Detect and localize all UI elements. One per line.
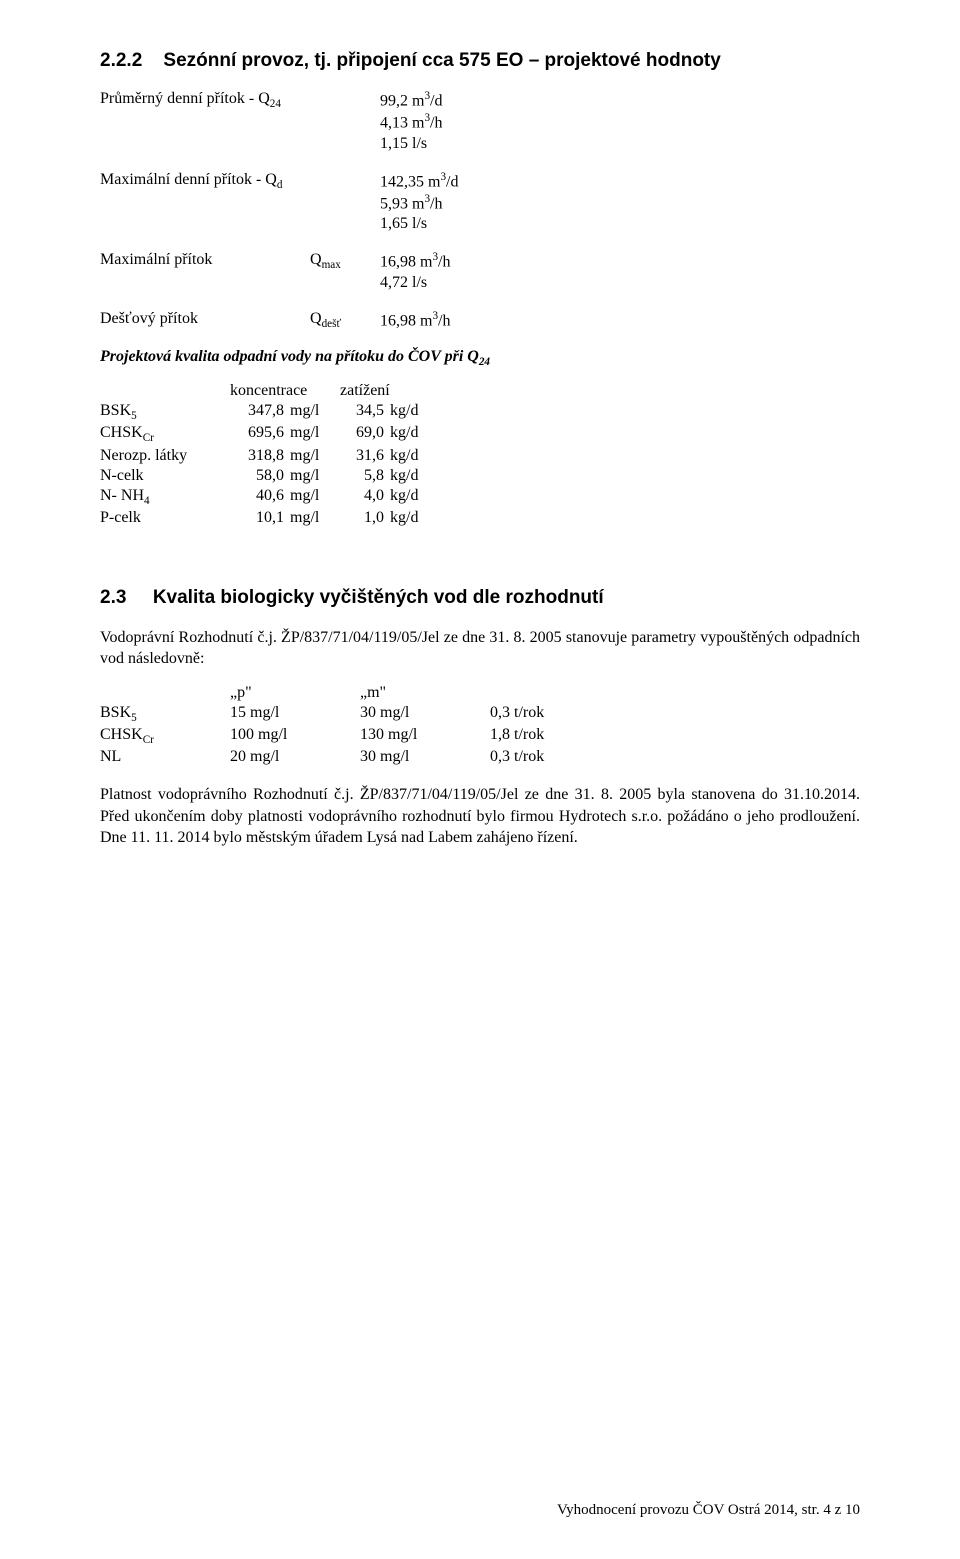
header-concentration: koncentrace — [230, 382, 340, 400]
param-name: N- NH4 — [100, 487, 230, 507]
concentration-unit: mg/l — [290, 467, 340, 485]
param-name: NL — [100, 748, 230, 766]
param-name: P-celk — [100, 509, 230, 527]
concentration-value: 347,8 — [230, 402, 290, 422]
load-unit: kg/d — [390, 467, 440, 485]
qd-block: Maximální denní přítok - Qd 142,35 m3/d … — [100, 171, 860, 234]
limit-p: 100 mg/l — [230, 726, 360, 746]
subsection-heading: 2.3 Kvalita biologicky vyčištěných vod d… — [100, 587, 860, 609]
section-heading: 2.2.2 Sezónní provoz, tj. připojení cca … — [100, 50, 860, 72]
param-name: CHSKCr — [100, 424, 230, 444]
subsection-number: 2.3 — [100, 587, 126, 608]
qd-value-2: 5,93 m3/h — [380, 193, 580, 213]
limit-annual: 0,3 t/rok — [490, 704, 620, 724]
param-name: Nerozp. látky — [100, 447, 230, 465]
load-value: 4,0 — [340, 487, 390, 507]
paragraph-intro: Vodoprávní Rozhodnutí č.j. ŽP/837/71/04/… — [100, 627, 860, 670]
page-footer: Vyhodnocení provozu ČOV Ostrá 2014, str.… — [557, 1502, 860, 1519]
qdest-symbol: Qdešť — [310, 310, 380, 330]
load-unit: kg/d — [390, 402, 440, 422]
limit-annual: 0,3 t/rok — [490, 748, 620, 766]
table-row: N-celk58,0mg/l5,8kg/d — [100, 467, 860, 485]
subsection-title: Kvalita biologicky vyčištěných vod dle r… — [153, 587, 604, 608]
concentration-value: 695,6 — [230, 424, 290, 444]
limit-p: 20 mg/l — [230, 748, 360, 766]
limits-table: „p" „m" BSK515 mg/l30 mg/l0,3 t/rokCHSKC… — [100, 684, 860, 766]
concentration-value: 318,8 — [230, 447, 290, 465]
table-row: BSK5347,8mg/l34,5kg/d — [100, 402, 860, 422]
concentration-unit: mg/l — [290, 487, 340, 507]
qdest-block: Dešťový přítok Qdešť 16,98 m3/h — [100, 310, 860, 330]
paragraph-validity: Platnost vodoprávního Rozhodnutí č.j. ŽP… — [100, 784, 860, 849]
italic-subheading: Projektová kvalita odpadní vody na příto… — [100, 348, 860, 368]
concentration-unit: mg/l — [290, 447, 340, 465]
param-name: N-celk — [100, 467, 230, 485]
load-unit: kg/d — [390, 424, 440, 444]
table-header-row: koncentrace zatížení — [100, 382, 860, 400]
page: 2.2.2 Sezónní provoz, tj. připojení cca … — [0, 0, 960, 1559]
q24-value-1: 99,2 m3/d — [380, 90, 580, 110]
q24-value-3: 1,15 l/s — [380, 135, 580, 153]
limit-p: 15 mg/l — [230, 704, 360, 724]
load-value: 5,8 — [340, 467, 390, 485]
concentration-table: koncentrace zatížení BSK5347,8mg/l34,5kg… — [100, 382, 860, 527]
qmax-block: Maximální přítok Qmax 16,98 m3/h 4,72 l/… — [100, 251, 860, 291]
limit-m: 130 mg/l — [360, 726, 490, 746]
qdest-value-1: 16,98 m3/h — [380, 310, 580, 330]
concentration-value: 10,1 — [230, 509, 290, 527]
concentration-unit: mg/l — [290, 402, 340, 422]
concentration-unit: mg/l — [290, 509, 340, 527]
table-row: CHSKCr100 mg/l130 mg/l1,8 t/rok — [100, 726, 860, 746]
table-row: P-celk10,1mg/l1,0kg/d — [100, 509, 860, 527]
section-number: 2.2.2 — [100, 50, 142, 71]
qmax-label: Maximální přítok — [100, 251, 310, 271]
section-title: Sezónní provoz, tj. připojení cca 575 EO… — [163, 50, 720, 71]
concentration-value: 40,6 — [230, 487, 290, 507]
q24-label: Průměrný denní přítok - Q24 — [100, 90, 380, 110]
limit-annual: 1,8 t/rok — [490, 726, 620, 746]
header-load: zatížení — [340, 382, 440, 400]
header-p: „p" — [230, 684, 360, 702]
header-m: „m" — [360, 684, 490, 702]
table-row: BSK515 mg/l30 mg/l0,3 t/rok — [100, 704, 860, 724]
load-value: 31,6 — [340, 447, 390, 465]
qd-label: Maximální denní přítok - Qd — [100, 171, 380, 191]
qmax-value-1: 16,98 m3/h — [380, 251, 580, 271]
load-unit: kg/d — [390, 509, 440, 527]
qd-value-1: 142,35 m3/d — [380, 171, 580, 191]
limits-header-row: „p" „m" — [100, 684, 860, 702]
load-value: 69,0 — [340, 424, 390, 444]
qd-value-3: 1,65 l/s — [380, 215, 580, 233]
load-value: 34,5 — [340, 402, 390, 422]
concentration-value: 58,0 — [230, 467, 290, 485]
param-name: BSK5 — [100, 402, 230, 422]
table-row: NL20 mg/l30 mg/l0,3 t/rok — [100, 748, 860, 766]
table-row: Nerozp. látky318,8mg/l31,6kg/d — [100, 447, 860, 465]
limit-m: 30 mg/l — [360, 748, 490, 766]
q24-value-2: 4,13 m3/h — [380, 112, 580, 132]
param-name: BSK5 — [100, 704, 230, 724]
load-value: 1,0 — [340, 509, 390, 527]
concentration-unit: mg/l — [290, 424, 340, 444]
qdest-label: Dešťový přítok — [100, 310, 310, 330]
load-unit: kg/d — [390, 447, 440, 465]
qmax-symbol: Qmax — [310, 251, 380, 271]
table-row: CHSKCr695,6mg/l69,0kg/d — [100, 424, 860, 444]
q24-block: Průměrný denní přítok - Q24 99,2 m3/d 4,… — [100, 90, 860, 153]
table-row: N- NH440,6mg/l4,0kg/d — [100, 487, 860, 507]
param-name: CHSKCr — [100, 726, 230, 746]
load-unit: kg/d — [390, 487, 440, 507]
qmax-value-2: 4,72 l/s — [380, 274, 580, 292]
limit-m: 30 mg/l — [360, 704, 490, 724]
